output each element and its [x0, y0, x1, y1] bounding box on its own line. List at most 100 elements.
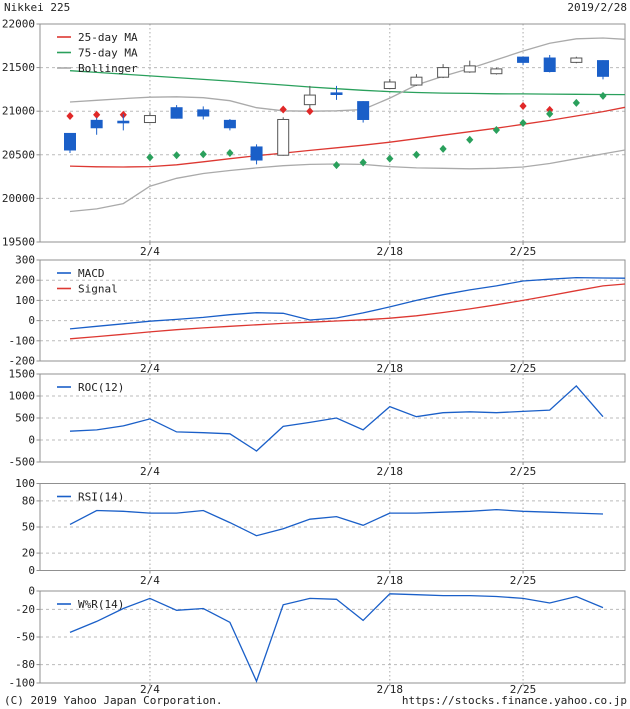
y-axis-label: -100: [9, 677, 36, 690]
rsi-panel: 2/4 2/18 2/25 0 20 50 80 100 RSI(14): [15, 477, 626, 587]
x-axis-label: 2/4: [140, 362, 160, 375]
y-axis-label: -80: [15, 658, 35, 671]
panel-border: [39, 23, 626, 243]
y-axis-label: -500: [9, 456, 36, 469]
legend-label: ROC(12): [78, 381, 124, 394]
x-axis-label: 2/4: [140, 574, 160, 587]
diamond-marker-green: [173, 151, 181, 160]
footer-copyright: (C) 2019 Yahoo Japan Corporation.: [4, 694, 223, 707]
y-axis-label: 100: [15, 294, 35, 307]
x-axis-label: 2/18: [377, 245, 404, 258]
legend-label: 25-day MA: [78, 31, 138, 44]
x-axis-label: 2/4: [140, 245, 160, 258]
diamond-marker-green: [146, 153, 154, 162]
diamond-marker-green: [546, 109, 554, 118]
legend: 25-day MA 75-day MA Bollinger: [57, 31, 138, 75]
price-panel: 2/4 2/18 2/25 19500 20000 20500 21000 21500 2200…: [2, 18, 626, 258]
sar-markers: [66, 91, 607, 170]
candle-2/14: [330, 92, 343, 95]
candle-2/13: [303, 94, 316, 106]
y-axis-label: 0: [28, 314, 35, 327]
legend: ROC(12): [57, 381, 124, 394]
candle-2/20: [437, 67, 450, 78]
y-axis-label: 0: [28, 434, 35, 447]
chart-footer: (C) 2019 Yahoo Japan Corporation. https:…: [0, 694, 630, 708]
diamond-marker-green: [439, 144, 447, 153]
bollinger-lower-line: [69, 149, 626, 213]
diamond-marker-red: [306, 107, 314, 116]
candle-1/31: [90, 119, 103, 129]
macd-panel: 2/4 2/18 2/25 -200 -100 0 100 200 300 MACD Signal: [9, 254, 626, 375]
candle-2/21: [463, 65, 476, 73]
x-axis-label: 2/4: [140, 465, 160, 478]
diamond-marker-red: [66, 111, 74, 120]
diamond-marker-green: [466, 135, 474, 144]
legend-label: W%R(14): [78, 598, 124, 611]
legend-label: Bollinger: [78, 62, 138, 75]
x-axis-label: 2/25: [510, 245, 537, 258]
candle-2/15: [357, 101, 370, 120]
diamond-marker-red: [519, 101, 527, 110]
x-axis-label: 2/25: [510, 683, 537, 696]
y-axis-label: 100: [15, 477, 35, 490]
y-axis-label: -100: [9, 334, 36, 347]
candle-2/12: [277, 118, 290, 156]
candle-2/8: [250, 146, 263, 161]
x-axis-label: 2/18: [377, 683, 404, 696]
y-axis-label: 200: [15, 274, 35, 287]
y-axis-label: 0: [28, 585, 35, 598]
candle-2/1: [117, 120, 130, 124]
candle-2/6: [197, 109, 210, 117]
panel-border: [39, 373, 626, 463]
x-axis-label: 2/18: [377, 362, 404, 375]
diamond-marker-green: [572, 98, 580, 107]
diamond-marker-red: [93, 110, 101, 119]
diamond-marker-green: [386, 154, 394, 163]
y-axis-label: 20: [22, 547, 35, 560]
x-axis-label: 2/18: [377, 465, 404, 478]
chart-title: Nikkei 225: [4, 1, 71, 14]
y-axis-label: 21500: [2, 61, 35, 74]
legend-label: MACD: [78, 267, 105, 280]
roc-panel: 2/4 2/18 2/25 -500 0 500 1000 1500 ROC(12): [9, 368, 626, 478]
y-axis-label: -50: [15, 631, 35, 644]
candle-2/18: [383, 81, 396, 90]
y-axis-label: 500: [15, 412, 35, 425]
legend-label: 75-day MA: [78, 47, 138, 60]
x-axis-label: 2/25: [510, 574, 537, 587]
ma75-line: [69, 70, 626, 96]
legend: W%R(14): [57, 598, 124, 611]
y-axis-label: 21000: [2, 105, 35, 118]
candle-2/28: [597, 60, 609, 77]
x-axis-label: 2/25: [510, 362, 537, 375]
y-axis-label: 20500: [2, 148, 35, 161]
diamond-marker-green: [412, 150, 421, 159]
candle-2/22: [490, 68, 503, 75]
candles-layer: [64, 54, 609, 165]
candle-2/26: [543, 57, 556, 73]
x-axis-label: 2/25: [510, 465, 537, 478]
y-axis-label: 1000: [9, 390, 36, 403]
candle-2/27: [570, 57, 583, 63]
candle-2/25: [517, 56, 530, 63]
diamond-marker-green: [199, 150, 207, 159]
y-axis-label: 22000: [2, 18, 35, 31]
candle-2/5: [170, 107, 183, 119]
diamond-marker-red: [279, 105, 287, 114]
legend: MACD Signal: [57, 267, 118, 296]
panel-border: [39, 259, 626, 362]
legend: RSI(14): [57, 491, 124, 504]
ma25-line: [69, 106, 626, 168]
rsi-14--line: [69, 508, 604, 537]
candle-2/4: [143, 115, 156, 124]
diamond-marker-green: [492, 125, 500, 134]
bollinger-upper-line: [69, 37, 626, 112]
y-axis-label: -20: [15, 603, 35, 616]
candle-2/7: [223, 119, 236, 129]
signal-line: [69, 283, 626, 340]
w-r-14--line: [69, 593, 604, 683]
diamond-marker-green: [599, 91, 607, 100]
diamond-marker-green: [359, 158, 367, 167]
footer-url: https://stocks.finance.yahoo.co.jp: [401, 694, 627, 707]
